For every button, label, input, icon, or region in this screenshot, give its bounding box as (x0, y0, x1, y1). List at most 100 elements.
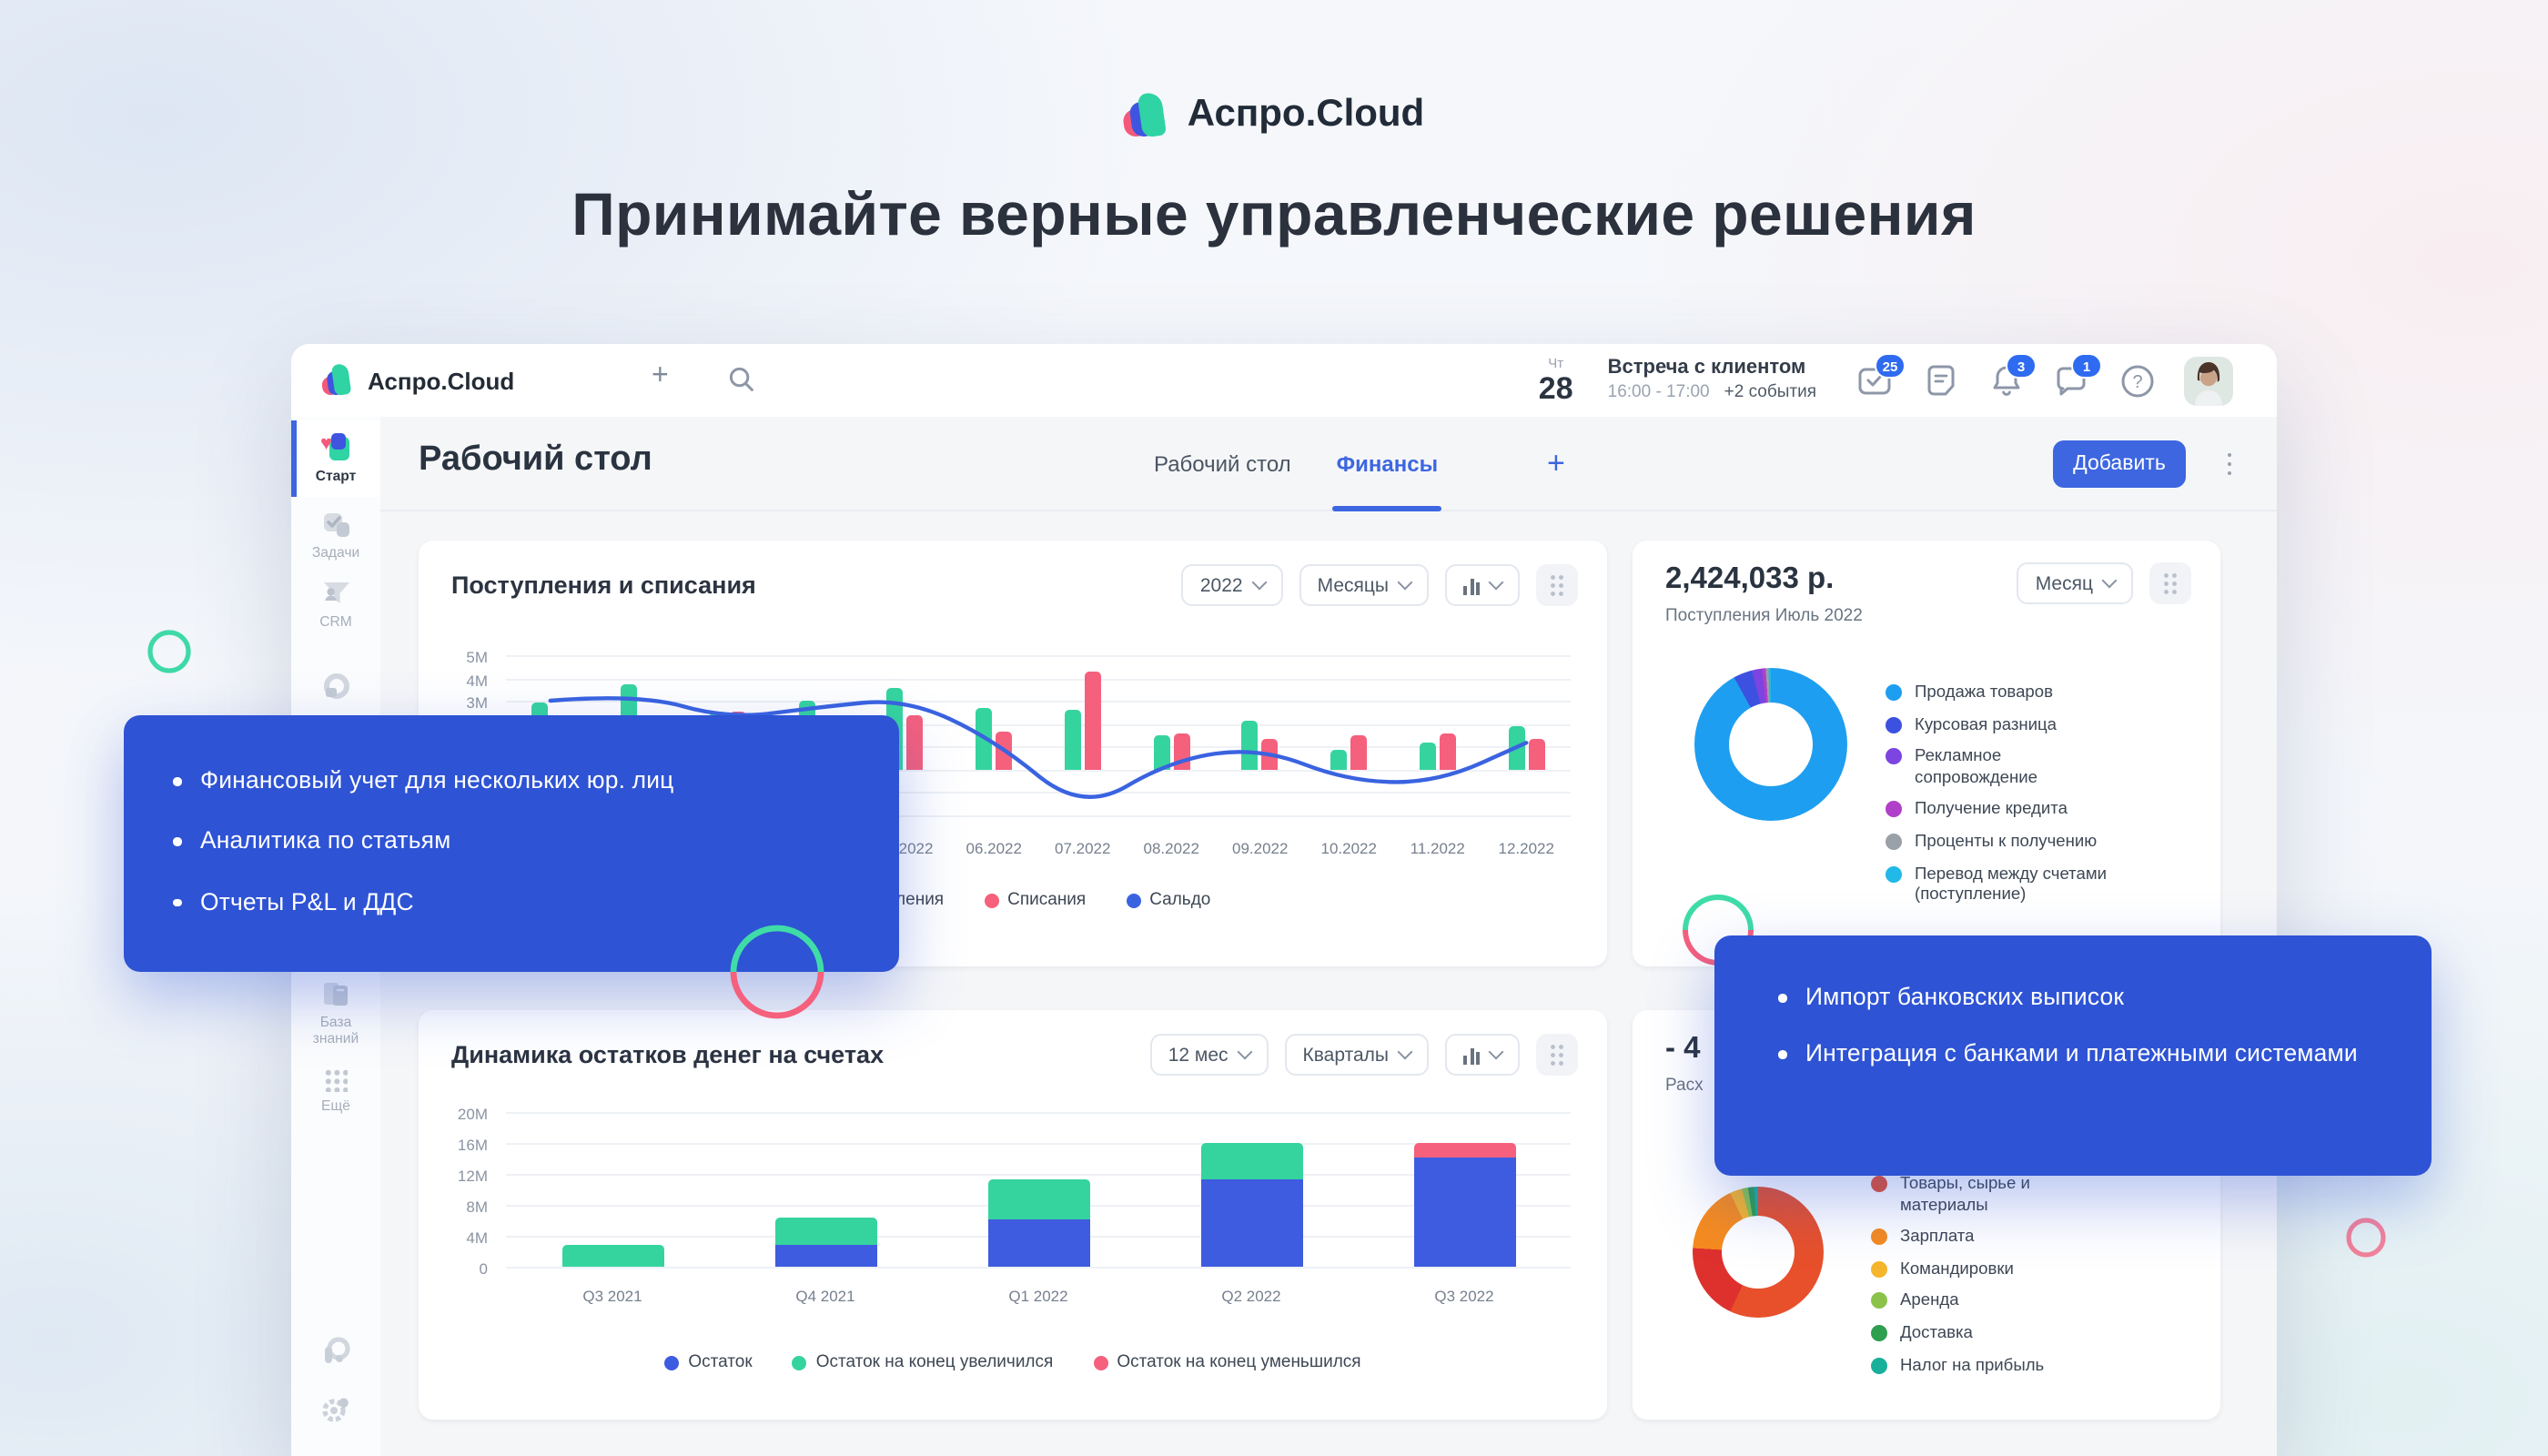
axis-tick: 3M (466, 693, 488, 712)
kebab-menu-icon[interactable] (2219, 446, 2240, 482)
bell-badge: 3 (2006, 353, 2037, 379)
axis-tick: 4M (466, 671, 488, 689)
bar-outflow (1350, 734, 1368, 769)
bell-icon[interactable]: 3 (1987, 353, 2037, 399)
legend-dot (984, 893, 999, 907)
date-weekday: Чт (1548, 355, 1564, 372)
search-icon[interactable] (728, 366, 755, 393)
chevron-down-icon (2101, 572, 2118, 589)
expenses-subtitle-fragment: Расх (1665, 1076, 1704, 1096)
drag-handle-icon[interactable] (2149, 562, 2191, 604)
chevron-down-icon (1251, 574, 1268, 591)
legend-item: Остаток (664, 1352, 753, 1372)
donut-legend: Товары, сырье и материалы Зарплата Команди… (1871, 1174, 2044, 1377)
stacked-bar-segment (1413, 1157, 1515, 1268)
bar-inflow (1153, 734, 1170, 769)
feed-icon[interactable] (1922, 362, 1958, 399)
legend-dot (1886, 716, 1902, 733)
axis-label: 06.2022 (966, 839, 1022, 857)
chevron-down-icon (1488, 1044, 1504, 1060)
help-icon[interactable]: ? (2118, 362, 2155, 399)
legend-item: Доставка (1871, 1323, 2044, 1344)
sidebar-item-more[interactable]: Ещё (291, 1068, 380, 1115)
axis-label: Q1 2022 (1008, 1287, 1068, 1305)
expenses-amount-fragment: - 4 (1665, 1032, 1701, 1065)
card-inflow-structure: 2,424,033 р. Поступления Июль 2022 Месяц… (1633, 541, 2220, 966)
avatar[interactable] (2184, 356, 2233, 405)
stacked-bar-segment (561, 1244, 663, 1268)
add-button[interactable]: Добавить (2053, 440, 2186, 488)
gridline (506, 814, 1571, 816)
bar-chart-icon (1463, 1046, 1480, 1064)
toolbar: Рабочий стол Рабочий стол Финансы + Доба… (380, 417, 2277, 511)
decor-ring-green (147, 630, 191, 673)
app-logo[interactable]: Аспро.Cloud (320, 362, 514, 399)
brand-name: Аспро.Cloud (1187, 93, 1425, 135)
bar-outflow (1084, 671, 1101, 769)
upcoming-event[interactable]: Встреча с клиентом 16:00 - 17:00 +2 собы… (1608, 357, 1816, 403)
tab-desktop[interactable]: Рабочий стол (1154, 450, 1291, 476)
bar-inflow (1064, 710, 1081, 769)
sidebar-settings-button[interactable] (291, 1394, 380, 1425)
app-logo-icon (320, 362, 355, 399)
axis-label: Q4 2021 (795, 1287, 855, 1305)
gridline (506, 1267, 1571, 1269)
axis-tick: 16M (457, 1136, 488, 1155)
tasks-badge: 25 (1875, 353, 1906, 379)
inflow-amount: 2,424,033 р. (1665, 562, 1835, 595)
chat-icon[interactable]: 1 (2053, 353, 2102, 399)
new-tab-button[interactable]: + (1547, 445, 1565, 480)
range-select[interactable]: 12 мес (1149, 1034, 1269, 1076)
year-select[interactable]: 2022 (1181, 564, 1283, 606)
sidebar-item-start[interactable]: ♥ Старт (315, 433, 357, 484)
start-icon: ♥ (320, 433, 351, 462)
axis-label: Q3 2021 (582, 1287, 642, 1305)
brand-logo: Аспро.Cloud (1121, 89, 1425, 140)
sidebar-integrations-button[interactable] (291, 1336, 380, 1367)
legend-item: Остаток на конец увеличился (792, 1352, 1053, 1372)
legend-item: Командировки (1871, 1259, 2044, 1280)
stacked-bar-segment (774, 1244, 876, 1268)
sidebar-item-tasks[interactable]: Задачи (291, 511, 380, 561)
chart-type-select[interactable] (1445, 564, 1520, 606)
sidebar-item-crm[interactable]: CRM (291, 581, 380, 631)
callout-bullet: Отчеты P&L и ДДС (173, 886, 866, 920)
legend-dot (1886, 748, 1902, 765)
drag-handle-icon[interactable] (1536, 1034, 1578, 1076)
tasks-mail-icon[interactable]: 25 (1856, 353, 1906, 399)
legend-item: Проценты к получению (1886, 832, 2107, 853)
legend-dot (1871, 1357, 1887, 1374)
chart-legend: Остаток Остаток на конец увеличился Остато… (451, 1352, 1574, 1372)
gridline (506, 678, 1571, 680)
drag-handle-icon[interactable] (1536, 564, 1578, 606)
legend-label: Рекламное сопровождение (1915, 746, 2038, 786)
granularity-select[interactable]: Кварталы (1284, 1034, 1429, 1076)
chevron-down-icon (1237, 1044, 1253, 1060)
period-select[interactable]: Месяцы (1299, 564, 1429, 606)
axis-tick: 5M (466, 648, 488, 666)
gear-icon (322, 1398, 349, 1422)
chart-type-select[interactable] (1445, 1034, 1520, 1076)
balance-plot: Q3 2021 Q4 2021 Q1 2022 Q2 2022 Q3 2022 (506, 1105, 1571, 1305)
legend-item: Товары, сырье и материалы (1871, 1174, 2044, 1216)
gridline (506, 769, 1571, 771)
event-title: Встреча с клиентом (1607, 357, 1806, 379)
sidebar-item-knowledge-base[interactable]: База знаний (291, 981, 380, 1047)
sidebar-item-module[interactable] (291, 672, 380, 706)
gridline (506, 1112, 1571, 1115)
donut-legend: Продажа товаров Курсовая разница Рекламное… (1886, 682, 2107, 906)
axis-tick: 8M (466, 1198, 488, 1217)
calendar-date[interactable]: Чт 28 (1539, 355, 1573, 403)
quick-add-icon[interactable]: + (652, 360, 669, 391)
chevron-down-icon (1397, 1044, 1413, 1060)
legend-item: Курсовая разница (1886, 714, 2107, 735)
stacked-bar-segment (987, 1218, 1089, 1268)
event-time: 16:00 - 17:00 (1607, 381, 1710, 402)
legend-dot (1871, 1260, 1887, 1278)
legend-item: Зарплата (1871, 1227, 2044, 1248)
tab-finances[interactable]: Финансы (1332, 417, 1441, 511)
axis-tick: 4M (466, 1228, 488, 1248)
legend-item: Остаток на конец уменьшился (1093, 1352, 1361, 1372)
chat-badge: 1 (2071, 353, 2102, 379)
month-select[interactable]: Месяц (2017, 562, 2133, 604)
